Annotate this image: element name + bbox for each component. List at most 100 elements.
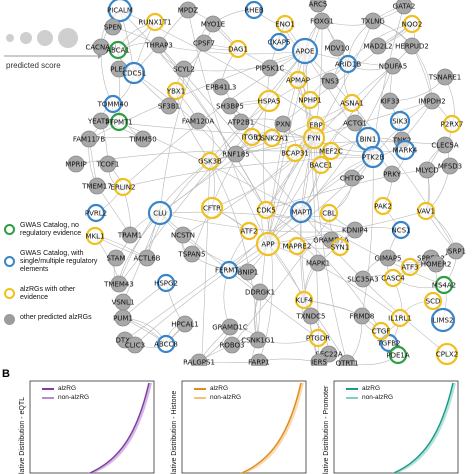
- gene-node-ncs1: NCS1: [391, 220, 411, 240]
- gene-node-ptpmt1: PTPMT1: [105, 112, 133, 132]
- gene-node-mef2c: MEF2C: [319, 141, 343, 161]
- gene-node-label: NDUFA5: [379, 63, 407, 71]
- gene-node-rheb: RHEB: [244, 0, 264, 20]
- gene-node-label: SCYL2: [173, 66, 195, 74]
- gene-node-circle: [319, 203, 339, 223]
- line-swatch-icon: [346, 397, 358, 399]
- gene-node-label: TCOF1: [96, 161, 120, 169]
- score-dot: [58, 28, 78, 48]
- gene-node-circle: [369, 37, 387, 55]
- network-edge: [209, 160, 259, 341]
- gene-node-cdc5l: CDC5L: [122, 61, 146, 85]
- gene-node-homer2: HOMER2: [421, 255, 452, 273]
- gene-node-asna1: ASNA1: [340, 93, 364, 113]
- gene-node-clic3: CLIC3: [125, 336, 145, 354]
- gene-node-label: EPB41L3: [206, 84, 237, 92]
- gene-node-cbl: CBL: [319, 203, 339, 223]
- gene-node-circle: [200, 151, 220, 171]
- gene-node-circle: [204, 15, 222, 33]
- network-nodes: PICALM MPDZ RHEB ARC5 GATA2 SPEN RUNX1T1 MYO1E E…: [65, 0, 466, 366]
- gene-node-mark4: MARK4: [393, 139, 418, 161]
- gene-node-label: ATF2: [240, 228, 257, 236]
- gene-node-circle: [67, 155, 85, 173]
- gene-node-label: GIMAP5: [375, 255, 402, 263]
- gene-node-prky: PRKY: [383, 165, 402, 183]
- gene-node-label: CBL: [322, 210, 336, 218]
- gene-node-circle: [442, 114, 462, 134]
- gene-node-label: SIK3: [392, 118, 408, 126]
- gene-node-kif33: KIF33: [380, 92, 400, 110]
- gene-node-label: SH3BP5: [216, 103, 244, 111]
- gene-node-erlin2: ERLIN2: [111, 177, 136, 197]
- gene-node-gata2: GATA2: [393, 0, 415, 15]
- gene-node-impdh2: IMPDH2: [418, 92, 446, 110]
- gene-node-timm50: TIMM50: [128, 130, 157, 148]
- gene-node-stam: STAM: [106, 249, 126, 267]
- gene-node-label: GRAMD1C: [212, 324, 248, 332]
- gene-node-bnip1: BNIP1: [238, 263, 258, 281]
- gene-node-itgb1: ITGB1: [241, 127, 263, 147]
- gene-node-circle: [107, 0, 133, 23]
- gene-node-circle: [338, 354, 356, 366]
- gene-node-label: ABCA1: [106, 47, 130, 55]
- panel-b: B lative Distribution - eQTL alzRG non-a…: [0, 366, 474, 474]
- legend-entry: non-alzRG: [344, 393, 393, 402]
- line-swatch-icon: [42, 397, 54, 399]
- gene-node-apmap: APMAP: [286, 70, 310, 90]
- gene-node-label: KLF4: [296, 297, 314, 305]
- gene-node-actl6b: ACTL6B: [134, 249, 161, 267]
- gene-node-mprip: MPRIP: [65, 155, 87, 173]
- series-band-non-alzrg: [240, 383, 304, 473]
- gene-node-ncstn: NCSTN: [171, 226, 195, 244]
- gene-node-fam117b: FAM117B: [73, 130, 105, 148]
- gene-node-label: MAPRE2: [283, 243, 312, 251]
- gene-node-circle: [250, 353, 268, 366]
- gene-node-farp1: FARP1: [248, 353, 270, 366]
- network-edge: [263, 67, 271, 211]
- gene-node-thrap3: THRAP3: [144, 36, 173, 54]
- gene-node-label: YEATS4: [87, 118, 115, 126]
- gene-node-label: HSPG2: [154, 280, 178, 288]
- gene-node-label: SYN1: [331, 244, 349, 252]
- network-edge: [300, 211, 448, 355]
- gene-node-circle: [179, 1, 197, 19]
- network-edge: [118, 212, 161, 285]
- gene-node-label: ERLIN2: [111, 184, 136, 192]
- gene-node-ctgf: CTGF: [371, 321, 391, 341]
- gene-node-label: P2RX7: [441, 121, 464, 129]
- gene-node-circle: [321, 141, 341, 161]
- gene-node-circle: [249, 331, 267, 349]
- gene-node-scyl2: SCYL2: [173, 60, 195, 78]
- gene-node-label: MLYCD: [415, 167, 438, 175]
- gene-node-mapre2: MAPRE2: [283, 236, 312, 256]
- gene-node-circle: [430, 307, 456, 333]
- network-edge: [265, 20, 374, 211]
- network-edge: [201, 160, 211, 366]
- gene-node-csnk2a1: CSNK2A1: [256, 128, 288, 148]
- gene-node-label: HOMER2: [421, 261, 452, 269]
- gene-node-label: SLC35A3: [347, 276, 378, 284]
- gene-node-label: BACE1: [309, 162, 332, 170]
- gene-node-circle: [364, 12, 382, 30]
- gene-node-hspa5: HSPA5: [258, 89, 281, 113]
- legend-label: non-alzRG: [58, 394, 90, 401]
- gene-node-label: APOE: [296, 48, 315, 56]
- gene-node-label: MPRIP: [65, 161, 86, 169]
- gene-node-label: MPDZ: [178, 7, 199, 15]
- network-edge: [159, 42, 205, 214]
- gene-node-circle: [423, 291, 443, 311]
- gene-node-csnk1g1: CSNK1G1: [241, 331, 275, 349]
- gene-node-tspan5: TSPAN5: [178, 245, 205, 263]
- gene-node-circle: [384, 57, 402, 75]
- gene-node-circle: [309, 0, 327, 13]
- gene-node-label: MS4A2: [432, 282, 456, 290]
- gene-node-atp2b1: ATP2B1: [228, 113, 254, 131]
- gene-node-circle: [108, 40, 128, 60]
- gene-node-label: HSPA5: [258, 98, 281, 106]
- legend-entry: alzRG: [40, 384, 89, 393]
- gene-node-circle: [113, 177, 133, 197]
- gene-node-circle: [330, 237, 350, 257]
- gene-node-circle: [371, 321, 391, 341]
- gene-node-mkl1: MKL1: [86, 226, 104, 246]
- score-dots: [4, 28, 102, 59]
